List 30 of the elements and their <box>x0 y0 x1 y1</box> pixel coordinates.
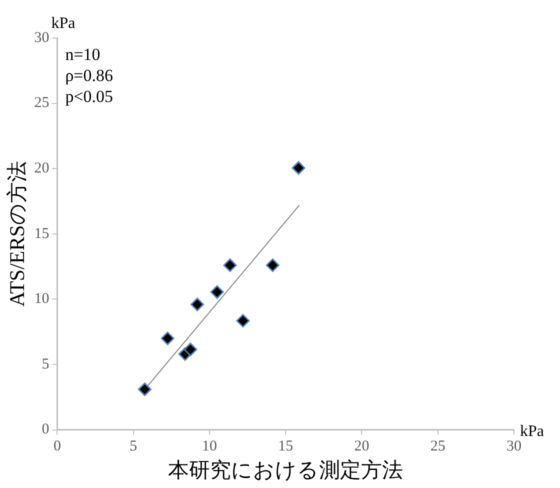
y-tick-label: 5 <box>42 356 50 372</box>
y-tick-label: 10 <box>34 291 50 308</box>
point <box>292 161 306 175</box>
x-tick-label: 25 <box>430 438 446 455</box>
point <box>190 298 204 312</box>
point <box>210 285 224 299</box>
x-tick-label: 10 <box>202 438 217 455</box>
annotation: ρ=0.86 <box>65 66 114 85</box>
y-tick-label: 15 <box>34 226 50 242</box>
y-tick-label: 30 <box>34 30 50 46</box>
text: kPa <box>51 15 76 32</box>
point <box>266 258 280 272</box>
annotation: p<0.05 <box>65 87 114 106</box>
x-axis-title: 本研究における測定方法 <box>168 458 404 482</box>
y-tick-label: 0 <box>42 422 50 438</box>
annotation: n=10 <box>65 45 100 64</box>
point <box>236 314 250 328</box>
y-axis-title: ATS/ERSの方法 <box>5 161 30 307</box>
x-tick-label: 15 <box>278 438 294 455</box>
text: kPa <box>520 422 544 440</box>
y-tick-label: 25 <box>34 95 50 112</box>
x-tick-label: 20 <box>354 438 370 455</box>
point <box>184 342 198 356</box>
x-tick-label: 30 <box>506 438 522 455</box>
point <box>160 332 174 346</box>
point <box>223 258 237 272</box>
point <box>138 382 152 396</box>
y-tick-label: 20 <box>34 160 50 177</box>
x-tick-label: 5 <box>130 438 138 455</box>
x-tick-label: 0 <box>53 438 61 455</box>
